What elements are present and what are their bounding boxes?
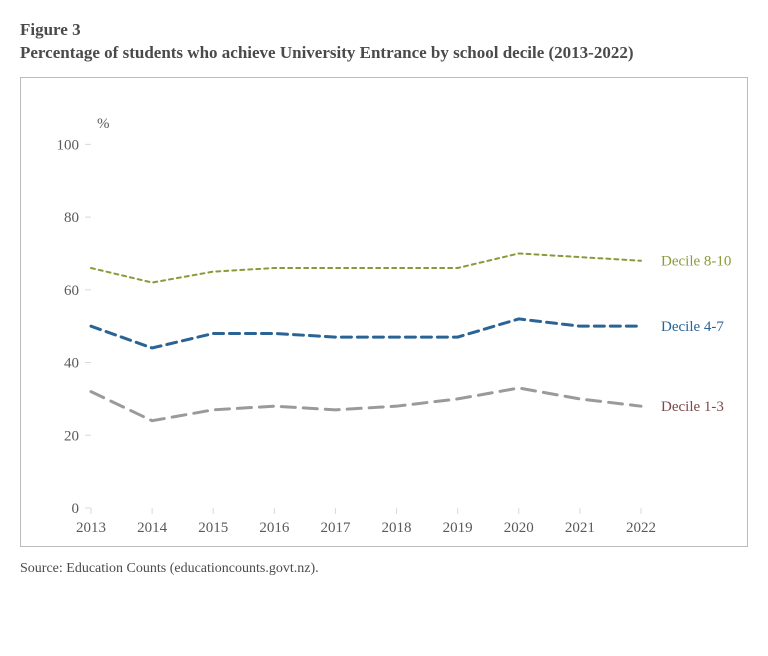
series-label: Decile 4-7 (661, 319, 724, 335)
x-tick-label: 2016 (259, 520, 290, 536)
x-tick-label: 2021 (565, 520, 595, 536)
figure-container: Figure 3 Percentage of students who achi… (20, 20, 748, 577)
x-tick-label: 2014 (137, 520, 168, 536)
series-label: Decile 8-10 (661, 254, 731, 270)
x-tick-label: 2019 (443, 520, 473, 536)
figure-source: Source: Education Counts (educationcount… (20, 561, 748, 577)
y-tick-label: 0 (72, 501, 80, 517)
figure-title: Percentage of students who achieve Unive… (20, 42, 748, 65)
x-tick-label: 2020 (504, 520, 534, 536)
series-line (91, 388, 641, 421)
y-tick-label: 20 (64, 428, 79, 444)
x-tick-label: 2017 (320, 520, 351, 536)
x-tick-label: 2015 (198, 520, 228, 536)
y-axis-unit: % (97, 116, 110, 132)
chart-area: % 0 20 40 60 80 100 2013 2014 2015 2016 2017 2018 201… (20, 77, 748, 547)
line-chart-svg: % 0 20 40 60 80 100 2013 2014 2015 2016 2017 2018 201… (21, 78, 747, 546)
x-tick-label: 2018 (382, 520, 412, 536)
series-line (91, 319, 641, 348)
series-label: Decile 1-3 (661, 399, 724, 415)
figure-label: Figure 3 (20, 20, 748, 40)
y-tick-label: 80 (64, 210, 79, 226)
y-tick-label: 100 (57, 137, 80, 153)
x-tick-label: 2022 (626, 520, 656, 536)
series-line (91, 253, 641, 282)
y-tick-label: 60 (64, 283, 79, 299)
y-tick-label: 40 (64, 355, 79, 371)
x-tick-label: 2013 (76, 520, 106, 536)
